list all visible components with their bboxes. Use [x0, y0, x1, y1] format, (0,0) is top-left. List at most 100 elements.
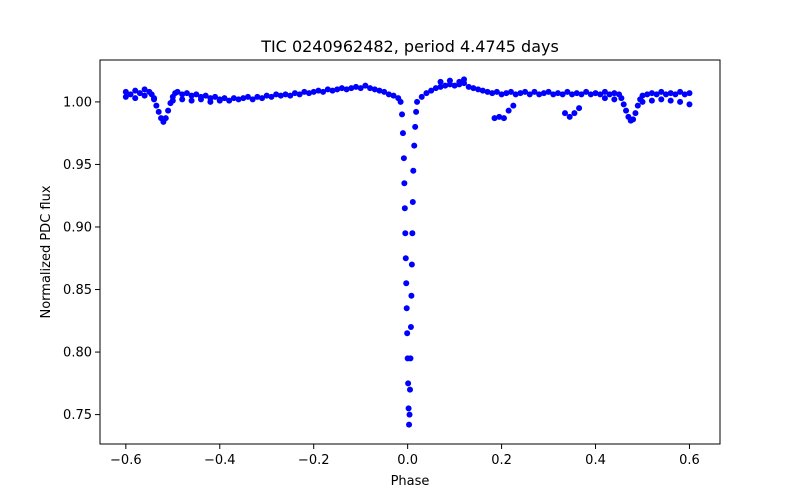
data-point [371, 86, 378, 93]
data-point [407, 386, 413, 393]
data-point [315, 87, 322, 94]
data-point [352, 83, 359, 90]
data-point [132, 95, 139, 102]
x-tick-label: 0.2 [491, 453, 512, 468]
data-point [409, 198, 416, 205]
data-point [411, 142, 418, 149]
data-point [418, 93, 425, 100]
data-point [221, 95, 228, 102]
data-point [601, 95, 608, 102]
y-tick-label: 1.00 [63, 95, 92, 110]
data-point [403, 305, 410, 312]
y-tick-label: 0.85 [63, 283, 92, 298]
data-point [226, 97, 233, 104]
data-point [601, 88, 608, 95]
data-point [414, 98, 421, 105]
plot-frame [99, 59, 721, 445]
data-point [408, 261, 415, 268]
data-point [405, 380, 412, 387]
data-point [623, 107, 630, 114]
data-point [402, 230, 409, 237]
data-point [681, 91, 688, 98]
data-point [526, 91, 533, 98]
data-point [677, 88, 684, 95]
data-point [498, 91, 505, 98]
x-tick-label: −0.4 [204, 453, 236, 468]
data-point [287, 92, 294, 99]
data-point [277, 92, 284, 99]
data-point [183, 90, 190, 97]
x-axis-label: Phase [391, 474, 430, 489]
data-point [141, 92, 148, 99]
data-point [662, 91, 669, 98]
data-point [587, 91, 594, 98]
data-point [672, 91, 679, 98]
data-point [273, 91, 280, 98]
data-point [301, 88, 308, 95]
data-point [428, 87, 435, 94]
data-point [550, 91, 557, 98]
data-point [407, 324, 414, 331]
data-point [446, 77, 453, 84]
data-point [634, 102, 641, 109]
data-point [611, 96, 618, 103]
data-point [409, 230, 416, 237]
data-point [404, 330, 411, 337]
data-point [611, 90, 618, 97]
data-point [639, 92, 646, 99]
data-point [559, 91, 566, 98]
y-axis-label: Normalized PDC flux [39, 185, 54, 318]
data-point [136, 90, 143, 97]
data-point [235, 96, 242, 103]
data-point [578, 91, 585, 98]
data-point [503, 90, 510, 97]
data-point [376, 87, 383, 94]
data-point [493, 88, 500, 95]
data-point [310, 88, 317, 95]
data-point [412, 123, 419, 130]
data-point [571, 110, 578, 117]
data-point [320, 88, 327, 95]
data-point [240, 95, 247, 102]
data-point [686, 101, 693, 108]
data-point [324, 86, 331, 93]
data-point [470, 85, 477, 92]
data-point [437, 83, 444, 90]
data-point [667, 97, 674, 104]
data-point [406, 411, 413, 418]
data-point [403, 280, 410, 287]
data-point [500, 115, 507, 122]
data-point [475, 86, 482, 93]
data-point [407, 355, 414, 362]
data-point [296, 91, 303, 98]
data-point [639, 98, 646, 105]
data-point [496, 113, 503, 120]
data-point [169, 97, 176, 104]
x-tick-label: 0.4 [585, 453, 606, 468]
data-point [566, 113, 573, 120]
data-point [127, 91, 134, 98]
data-point [461, 76, 468, 83]
chart-title: TIC 0240962482, period 4.4745 days [260, 37, 559, 56]
y-tick-label: 0.75 [63, 408, 92, 423]
data-point [554, 90, 561, 97]
data-point [291, 90, 298, 97]
data-point [667, 90, 674, 97]
data-point [306, 90, 313, 97]
data-point [402, 255, 409, 262]
data-point [188, 92, 195, 99]
y-tick-label: 0.95 [63, 158, 92, 173]
data-point [348, 85, 355, 92]
data-point [505, 107, 512, 114]
data-point [367, 85, 374, 92]
data-point [410, 167, 417, 174]
data-point [249, 96, 256, 103]
data-point [329, 87, 336, 94]
x-axis: −0.6 −0.4 −0.2 0.0 0.2 0.4 0.6 [110, 444, 700, 468]
data-point [630, 116, 637, 123]
data-point [618, 95, 625, 102]
data-point [338, 85, 345, 92]
data-point [606, 91, 613, 98]
data-point [423, 90, 430, 97]
